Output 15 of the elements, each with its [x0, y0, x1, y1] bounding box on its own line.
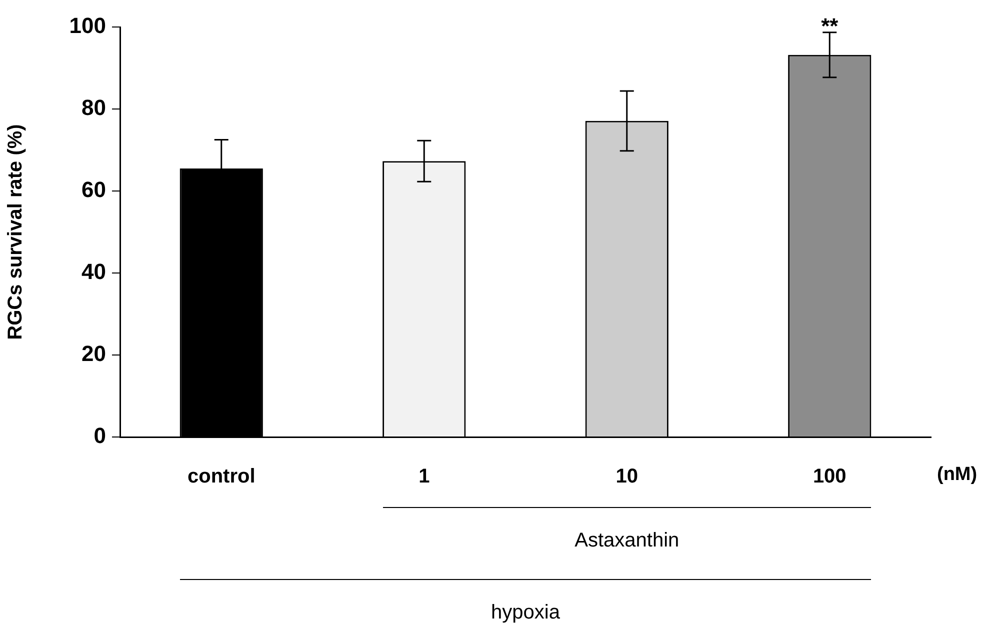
x-tick-label: 1	[418, 466, 430, 488]
annotation: **	[821, 13, 839, 38]
x-tick-label: 10	[616, 466, 638, 488]
y-tick-label: 20	[82, 341, 106, 366]
y-tick-label: 40	[82, 259, 106, 284]
text: hypoxia	[491, 602, 561, 624]
y-tick-label: 80	[82, 95, 106, 120]
y-axis-title: RGCs survival rate (%)	[4, 124, 27, 340]
y-tick-label: 60	[82, 177, 106, 202]
text: (nM)	[937, 464, 978, 486]
text: Astaxanthin	[574, 530, 680, 552]
y-tick-label: 100	[69, 13, 106, 38]
x-tick-label: 100	[812, 466, 846, 488]
y-tick-label: 0	[94, 423, 106, 448]
x-tick-label: control	[187, 466, 256, 488]
